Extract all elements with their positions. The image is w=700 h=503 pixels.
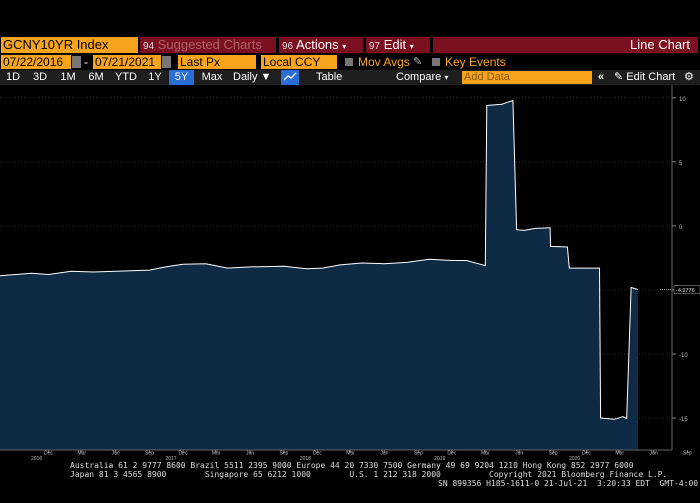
x-tick-label: Jun: [246, 451, 254, 457]
x-year-label: 2017: [165, 456, 176, 460]
calendar-icon[interactable]: [72, 56, 81, 68]
range-bar: 1D 3D 1M 6M YTD 1Y 5Y Max Daily ▼ Table …: [0, 70, 700, 85]
last-value-box: [673, 285, 700, 294]
range-button[interactable]: YTD: [115, 71, 137, 83]
x-tick-label: Sep: [549, 451, 558, 457]
x-year-label: 2020: [569, 456, 580, 460]
dropdown-caret-icon: ▾: [342, 42, 347, 51]
edit-chart-button[interactable]: ✎ Edit Chart: [614, 70, 675, 85]
dropdown-caret-icon: ▾: [409, 42, 414, 51]
frequency-label: Daily: [233, 71, 258, 83]
x-tick-label: Mar: [77, 451, 86, 457]
date-separator: -: [84, 55, 88, 69]
currency-select[interactable]: Local CCY: [261, 55, 337, 69]
dropdown-caret-icon: ▾: [444, 73, 449, 82]
x-year-label: 2019: [434, 456, 445, 460]
x-tick-label: Jun: [515, 451, 523, 457]
dropdown-caret-icon: ▼: [260, 71, 272, 83]
x-tick-label: Jun: [112, 451, 120, 457]
mov-avgs-checkbox[interactable]: [345, 58, 353, 66]
x-tick-label: Sep: [279, 451, 288, 457]
footer-contacts-line2: Japan 81 3 4565 8900 Singapore 65 6212 1…: [70, 470, 668, 479]
chart-series: [0, 99, 639, 451]
frequency-select[interactable]: Daily ▼: [233, 70, 271, 85]
pencil-icon: ✎: [614, 71, 624, 83]
table-button[interactable]: Table: [316, 71, 343, 83]
range-button[interactable]: Max: [201, 71, 223, 83]
x-tick-label: Sep: [683, 451, 692, 457]
series-line: [0, 99, 639, 420]
series-area: [0, 100, 639, 451]
compare-menu[interactable]: Compare ▾: [396, 70, 448, 85]
range-button[interactable]: 1M: [60, 71, 76, 83]
edit-menu[interactable]: 97 Edit ▾: [366, 37, 430, 53]
x-tick-label: Sep: [145, 451, 154, 457]
pencil-icon[interactable]: ✎: [413, 56, 423, 68]
end-date-field[interactable]: 07/21/2021: [93, 55, 161, 69]
x-tick-label: Dec: [447, 451, 456, 457]
y-tick-label: 5: [679, 161, 683, 167]
range-button[interactable]: 6M: [88, 71, 104, 83]
x-tick-label: Dec: [313, 451, 322, 457]
y-tick-label: -10: [679, 353, 688, 359]
range-button[interactable]: 1Y: [148, 71, 162, 83]
x-tick-label: Mar: [481, 451, 490, 457]
x-tick-label: Sep: [414, 451, 423, 457]
x-tick-label: Dec: [582, 451, 591, 457]
x-tick-label: Dec: [44, 451, 53, 457]
x-tick-label: Dec: [179, 451, 188, 457]
x-year-label: 2016: [31, 456, 42, 460]
price-field-select[interactable]: Last Px: [178, 55, 256, 69]
x-year-label: 2018: [300, 456, 311, 460]
compare-label: Compare: [396, 71, 442, 83]
actions-label: Actions: [296, 37, 339, 52]
x-tick-label: Jun: [380, 451, 388, 457]
chart-type-title: Line Chart: [433, 37, 698, 53]
edit-chart-label: Edit Chart: [626, 71, 676, 83]
range-button[interactable]: 3D: [32, 71, 48, 83]
gear-icon[interactable]: ⚙: [684, 71, 694, 83]
start-date-field[interactable]: 07/22/2016: [1, 55, 71, 69]
key-events-checkbox[interactable]: [432, 58, 440, 66]
key-events-label[interactable]: Key Events: [445, 55, 506, 69]
actions-number: 96: [282, 41, 294, 52]
parameter-bar: 07/22/2016 - 07/21/2021 Last Px Local CC…: [0, 54, 700, 70]
range-button[interactable]: 1D: [5, 71, 21, 83]
last-value-label: -4.9776: [676, 288, 695, 294]
x-tick-label: Mar: [615, 451, 624, 457]
edit-number: 97: [369, 41, 381, 52]
actions-menu[interactable]: 96 Actions ▾: [279, 37, 363, 53]
footer-session-info: SN 899356 H185-1611-0 21-Jul-21 3:20:33 …: [438, 479, 699, 488]
line-style-icon[interactable]: [281, 70, 299, 85]
collapse-icon[interactable]: «: [598, 71, 605, 83]
suggested-charts-button[interactable]: 94 Suggested Charts: [140, 37, 276, 53]
add-data-input[interactable]: Add Data: [462, 71, 592, 84]
x-tick-label: Mar: [212, 451, 221, 457]
suggested-charts-number: 94: [143, 41, 155, 52]
suggested-charts-label: Suggested Charts: [157, 37, 262, 52]
command-bar: GCNY10YR Index 94 Suggested Charts 96 Ac…: [0, 36, 700, 54]
y-tick-label: 0: [679, 225, 683, 231]
x-tick-label: Jun: [650, 451, 658, 457]
y-tick-label: -15: [679, 417, 688, 423]
y-tick-label: 10: [679, 97, 686, 103]
footer-contacts-line1: Australia 61 2 9777 8600 Brazil 5511 239…: [70, 461, 634, 470]
edit-label: Edit: [383, 37, 407, 52]
range-button-selected[interactable]: 5Y: [169, 70, 194, 85]
ticker-field[interactable]: GCNY10YR Index: [1, 37, 138, 53]
x-tick-label: Mar: [346, 451, 355, 457]
calendar-icon[interactable]: [162, 56, 171, 68]
mov-avgs-label[interactable]: Mov Avgs: [358, 55, 410, 69]
